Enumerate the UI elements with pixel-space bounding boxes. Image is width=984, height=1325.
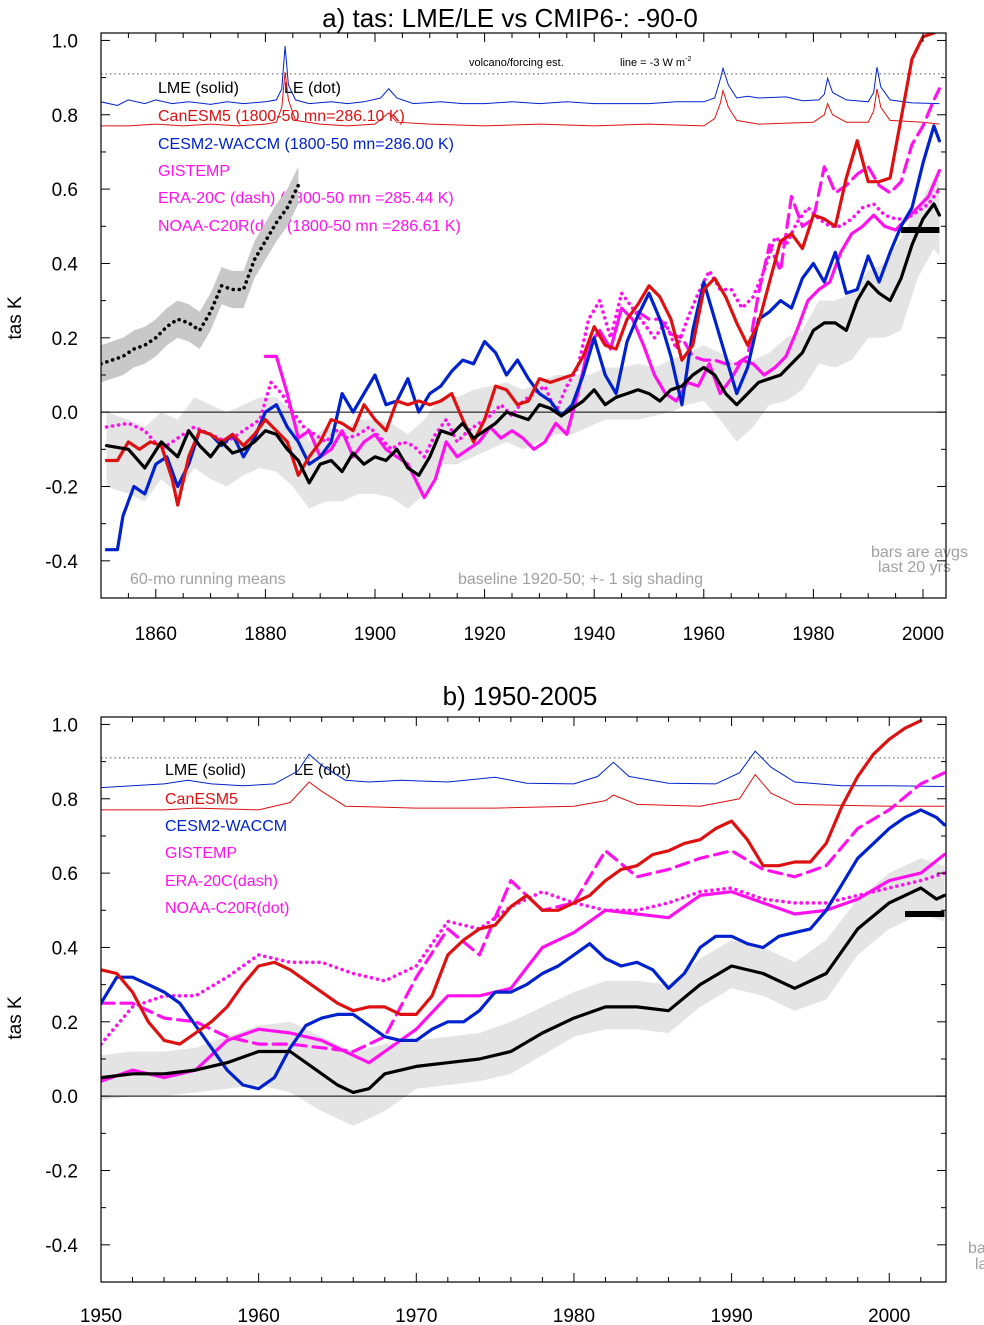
panel-b-y-tick-label: 0.2	[52, 1013, 78, 1034]
panel-b-bars-note-line1: ba	[968, 1240, 984, 1257]
panel-a-legend-era-20c: ERA-20C (dash) (1800-50 mn =285.44 K)	[158, 190, 454, 207]
panel-a-x-tick-label: 2000	[902, 624, 944, 645]
panel-b-y-tick-label: 0.6	[52, 864, 78, 885]
panel-a-y-tick-label: 0.2	[52, 329, 78, 350]
panel-a-legend-gistemp: GISTEMP	[158, 163, 230, 180]
panel-b-legend-noaa-c20r: NOAA-C20R(dot)	[165, 900, 289, 917]
panel-b-legend-gistemp: GISTEMP	[165, 845, 237, 862]
panel-b-legend-era-20c: ERA-20C(dash)	[165, 873, 278, 890]
panel-a-le-shading	[101, 166, 299, 383]
panel-a-series-lme	[104, 202, 942, 485]
panel-b: b) 1950-2005 tas K LME (solid) LE (dot) …	[5, 681, 984, 1325]
panel-a-y-tick-label: 0.0	[52, 403, 78, 424]
panel-b-x-tick-label: 1950	[80, 1306, 122, 1325]
panel-b-legend-lme: LME (solid)	[165, 762, 246, 779]
panel-a-series-gistemp	[263, 168, 942, 500]
panel-a-legend-lme: LME (solid)	[158, 80, 239, 97]
panel-a-x-tick-label: 1860	[135, 624, 177, 645]
panel-b-y-tick-label: -0.2	[45, 1161, 78, 1182]
panel-b-legend-cesm2-waccm: CESM2-WACCM	[165, 818, 287, 835]
panel-b-x-tick-label: 1990	[710, 1306, 752, 1325]
baseline-note: baseline 1920-50; +- 1 sig shading	[458, 571, 703, 588]
panel-a-legend-canesm5: CanESM5 (1800-50 mn=286.10 K)	[158, 108, 405, 125]
panel-a-legend-noaa-c20r: NOAA-C20R(dot) (1800-50 mn =286.61 K)	[158, 218, 461, 235]
panel-a-plot-area	[101, 33, 946, 552]
panel-a-legend-le: LE (dot)	[284, 80, 341, 97]
panel-a-series-canesm5	[104, 33, 936, 507]
panel-a-forcing-red-line	[101, 71, 940, 127]
panel-a-y-tick-label: 0.4	[52, 254, 79, 275]
panel-a-y-axis-label: tas K	[5, 296, 26, 340]
panel-a: a) tas: LME/LE vs CMIP6-: -90-0 tas K LM…	[5, 3, 968, 645]
panel-a-x-tick-label: 1960	[683, 624, 725, 645]
panel-b-x-tick-label: 1960	[238, 1306, 280, 1325]
panel-b-legend-canesm5: CanESM5	[165, 791, 238, 808]
panel-b-y-tick-label: -0.4	[45, 1236, 78, 1257]
panel-a-forcing-blue-line	[101, 45, 940, 107]
panel-a-frame	[100, 32, 947, 599]
bars-note-line2: last 20 yrs	[878, 559, 951, 576]
panel-b-series-lme	[101, 886, 946, 1095]
panel-b-y-axis-label: tas K	[5, 996, 26, 1040]
panel-b-plot-area	[101, 719, 946, 1126]
running-means-note: 60-mo running means	[130, 571, 286, 588]
panel-a-title: a) tas: LME/LE vs CMIP6-: -90-0	[322, 3, 698, 33]
forcing-line-note: line = -3 W m-2	[620, 56, 691, 69]
panel-a-y-tick-label: 0.8	[52, 106, 78, 127]
panel-b-y-tick-label: 0.0	[52, 1087, 78, 1108]
panel-b-frame	[100, 716, 947, 1283]
panel-b-series-canesm5	[101, 719, 923, 1046]
panel-b-sigma-shading	[101, 858, 945, 1126]
panel-b-x-tick-label: 1970	[395, 1306, 437, 1325]
volcano-note: volcano/forcing est.	[469, 57, 564, 69]
panel-b-series-cesm2-waccm	[101, 808, 946, 1091]
panel-b-forcing-red-line	[101, 773, 945, 811]
panel-a-x-tick-label: 1980	[792, 624, 834, 645]
panel-b-x-tick-label: 2000	[868, 1306, 910, 1325]
panel-a-y-tick-label: -0.2	[45, 477, 78, 498]
panel-a-series-le	[101, 183, 301, 366]
panel-a-sigma-shading	[106, 178, 940, 509]
panel-a-legend-cesm2-waccm: CESM2-WACCM (1800-50 mn=286.00 K)	[158, 136, 454, 153]
panel-b-y-tick-label: 1.0	[52, 715, 78, 736]
panel-b-x-tick-label: 1980	[553, 1306, 595, 1325]
panel-b-series-gistemp	[101, 852, 946, 1083]
panel-a-y-tick-label: 0.6	[52, 180, 78, 201]
panel-b-y-tick-label: 0.8	[52, 790, 78, 811]
panel-b-forcing-blue-line	[101, 750, 945, 789]
panel-a-series-cesm2-waccm	[104, 124, 942, 552]
panel-a-x-tick-label: 1920	[463, 624, 505, 645]
panel-b-series-noaa-c20r	[101, 871, 946, 1046]
panel-a-x-tick-label: 1940	[573, 624, 615, 645]
panel-a-x-tick-label: 1880	[244, 624, 286, 645]
panel-a-y-tick-label: -0.4	[45, 552, 78, 573]
bars-note-line1: bars are avgs	[871, 544, 968, 561]
panel-b-y-tick-label: 0.4	[52, 938, 79, 959]
panel-b-title: b) 1950-2005	[443, 681, 598, 711]
panel-a-x-tick-label: 1900	[354, 624, 396, 645]
panel-b-bars-note-line2: la	[975, 1256, 984, 1273]
panel-a-y-tick-label: 1.0	[52, 31, 78, 52]
